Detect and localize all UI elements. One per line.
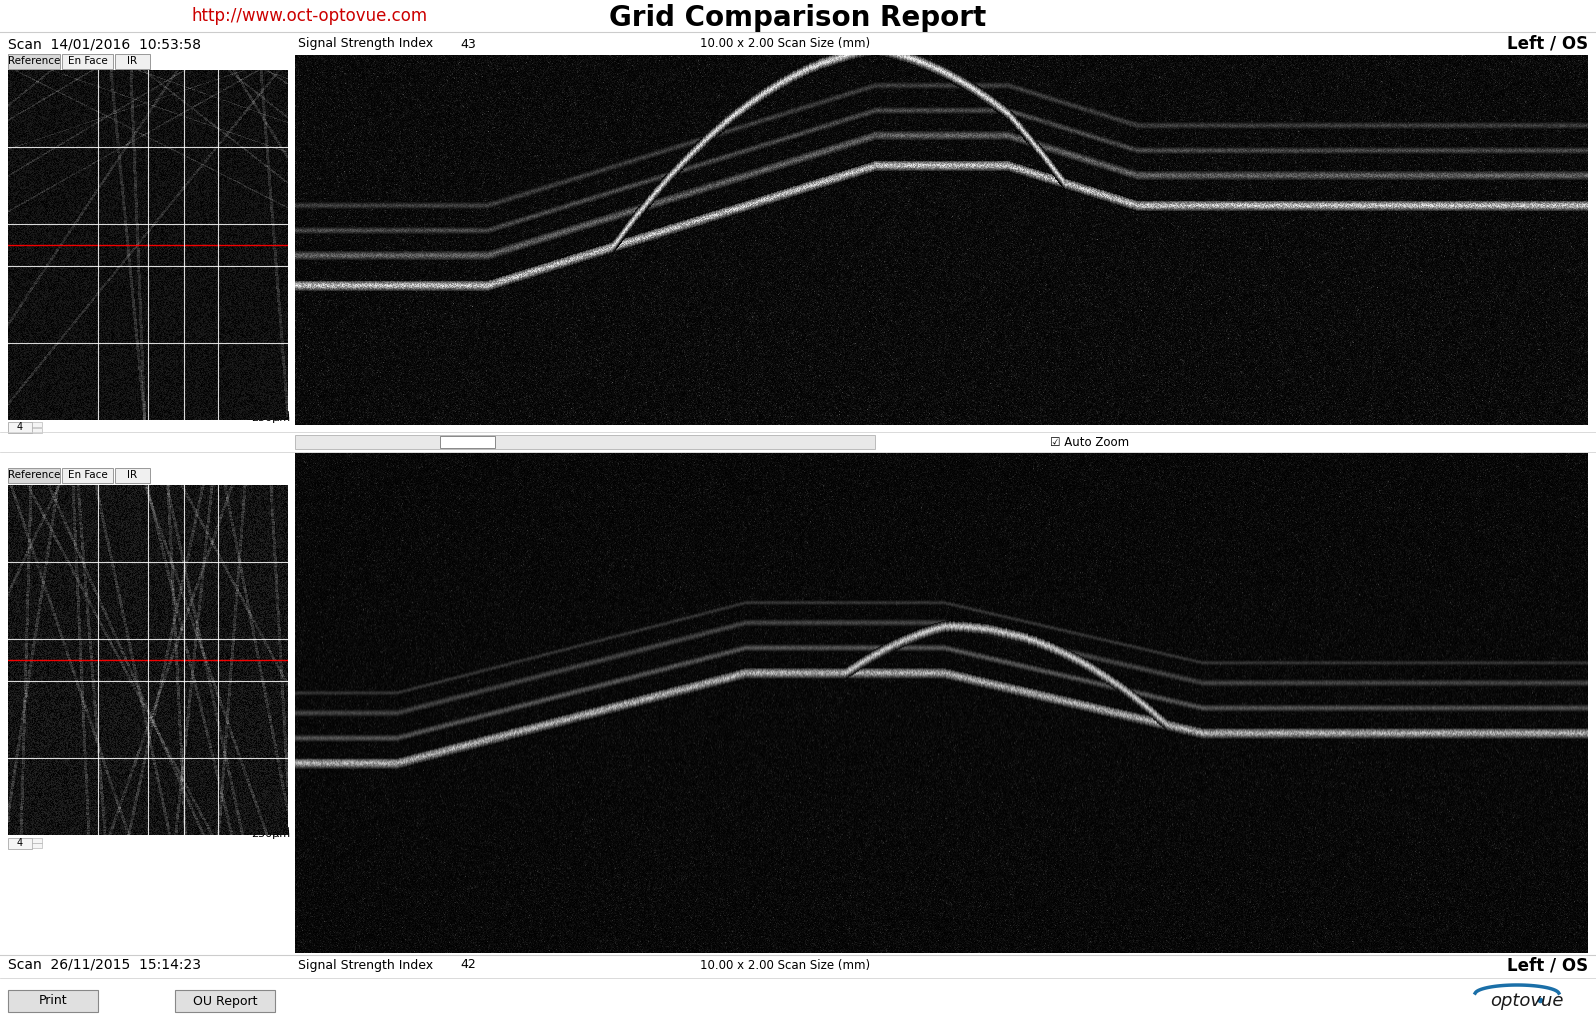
- Text: 4: 4: [18, 838, 22, 848]
- Text: Left / OS: Left / OS: [1507, 956, 1588, 974]
- Bar: [8, 990, 97, 1012]
- Bar: [32, 843, 41, 848]
- Text: 4: 4: [18, 422, 22, 432]
- Bar: [32, 838, 41, 843]
- Text: Reference: Reference: [8, 471, 61, 481]
- Bar: [115, 468, 150, 483]
- Bar: [440, 436, 495, 448]
- Text: Scan  14/01/2016  10:53:58: Scan 14/01/2016 10:53:58: [8, 37, 201, 52]
- Text: ☑ Auto Zoom: ☑ Auto Zoom: [1050, 436, 1128, 448]
- Bar: [32, 422, 41, 427]
- Text: Reference: Reference: [8, 57, 61, 67]
- Bar: [115, 54, 150, 69]
- Bar: [176, 990, 275, 1012]
- Text: 10.00 x 2.00 Scan Size (mm): 10.00 x 2.00 Scan Size (mm): [701, 37, 870, 50]
- Text: 250μm: 250μm: [251, 413, 290, 423]
- Text: 42: 42: [460, 959, 476, 971]
- Text: Signal Strength Index: Signal Strength Index: [298, 37, 433, 50]
- Text: En Face: En Face: [67, 471, 107, 481]
- Text: IR: IR: [128, 57, 137, 67]
- Bar: [295, 435, 875, 449]
- Bar: [62, 468, 113, 483]
- Text: http://www.oct-optovue.com: http://www.oct-optovue.com: [192, 7, 428, 25]
- Text: IR: IR: [128, 471, 137, 481]
- Text: Signal Strength Index: Signal Strength Index: [298, 959, 433, 971]
- Text: 250μm: 250μm: [251, 829, 290, 839]
- Text: 43: 43: [460, 37, 476, 50]
- Bar: [32, 428, 41, 433]
- Text: Scan  26/11/2015  15:14:23: Scan 26/11/2015 15:14:23: [8, 958, 201, 972]
- Text: Grid Comparison Report: Grid Comparison Report: [610, 4, 986, 32]
- Text: Print: Print: [38, 995, 67, 1007]
- Bar: [8, 468, 61, 483]
- Text: 10.00 x 2.00 Scan Size (mm): 10.00 x 2.00 Scan Size (mm): [701, 959, 870, 971]
- Text: En Face: En Face: [67, 57, 107, 67]
- Bar: [8, 838, 32, 849]
- Bar: [8, 422, 32, 433]
- Text: optovue: optovue: [1491, 992, 1564, 1010]
- Bar: [62, 54, 113, 69]
- Bar: [8, 54, 61, 69]
- Text: Left / OS: Left / OS: [1507, 35, 1588, 53]
- Text: OU Report: OU Report: [193, 995, 257, 1007]
